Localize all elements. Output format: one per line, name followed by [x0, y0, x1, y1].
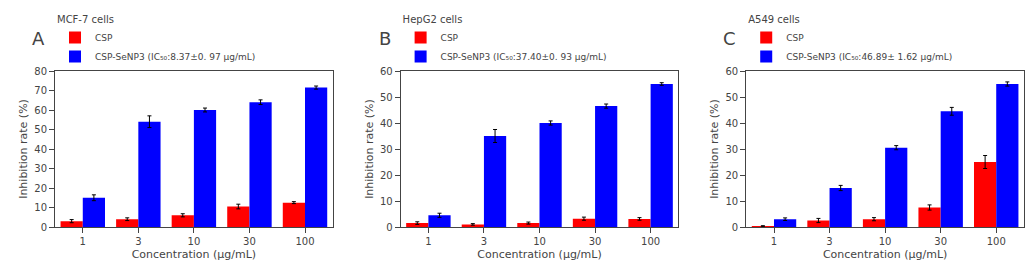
svg-text:CSP: CSP — [95, 33, 113, 43]
svg-text:10: 10 — [188, 236, 201, 247]
svg-text:20: 20 — [725, 170, 738, 181]
svg-text:A: A — [32, 28, 45, 49]
svg-text:60: 60 — [34, 105, 47, 116]
svg-text:40: 40 — [725, 118, 738, 129]
svg-text:30: 30 — [589, 236, 602, 247]
svg-text:0: 0 — [386, 222, 392, 233]
svg-text:3: 3 — [135, 236, 141, 247]
svg-text:0: 0 — [41, 222, 47, 233]
svg-text:60: 60 — [725, 66, 738, 77]
svg-text:20: 20 — [380, 170, 393, 181]
svg-text:30: 30 — [725, 144, 738, 155]
svg-text:A549 cells: A549 cells — [748, 14, 800, 25]
svg-text:CSP: CSP — [441, 33, 459, 43]
svg-text:Concentration (μg/mL): Concentration (μg/mL) — [823, 248, 947, 261]
svg-text:Inhibition rate (%): Inhibition rate (%) — [17, 99, 30, 199]
svg-text:40: 40 — [34, 144, 47, 155]
svg-text:C: C — [723, 28, 736, 49]
svg-text:B: B — [379, 28, 391, 49]
svg-text:10: 10 — [725, 196, 738, 207]
svg-text:CSP: CSP — [786, 33, 804, 43]
svg-text:30: 30 — [243, 236, 256, 247]
svg-text:0: 0 — [732, 222, 738, 233]
svg-text:10: 10 — [533, 236, 546, 247]
svg-text:50: 50 — [725, 92, 738, 103]
svg-text:CSP-SeNP3 (IC₅₀:46.89± 1.62 μg: CSP-SeNP3 (IC₅₀:46.89± 1.62 μg/mL) — [786, 52, 952, 62]
svg-text:3: 3 — [826, 236, 832, 247]
svg-text:100: 100 — [987, 236, 1006, 247]
svg-text:20: 20 — [34, 183, 47, 194]
svg-text:CSP-SeNP3 (IC₅₀:37.40±0. 93 μg: CSP-SeNP3 (IC₅₀:37.40±0. 93 μg/mL) — [441, 52, 607, 62]
svg-text:100: 100 — [295, 236, 314, 247]
svg-text:1: 1 — [771, 236, 777, 247]
svg-text:30: 30 — [934, 236, 947, 247]
svg-text:10: 10 — [34, 202, 47, 213]
svg-text:3: 3 — [481, 236, 487, 247]
svg-text:10: 10 — [380, 196, 393, 207]
svg-text:80: 80 — [34, 66, 47, 77]
svg-text:10: 10 — [879, 236, 892, 247]
svg-text:50: 50 — [380, 92, 393, 103]
svg-text:1: 1 — [80, 236, 86, 247]
svg-text:MCF-7 cells: MCF-7 cells — [57, 14, 114, 25]
svg-text:Inhibition rate (%): Inhibition rate (%) — [708, 99, 721, 199]
svg-text:1: 1 — [425, 236, 431, 247]
svg-text:70: 70 — [34, 85, 47, 96]
svg-text:50: 50 — [34, 124, 47, 135]
svg-text:30: 30 — [380, 144, 393, 155]
svg-text:100: 100 — [641, 236, 660, 247]
svg-text:HepG2 cells: HepG2 cells — [403, 14, 463, 25]
svg-text:40: 40 — [380, 118, 393, 129]
svg-text:60: 60 — [380, 66, 393, 77]
svg-text:Inhibition rate (%): Inhibition rate (%) — [363, 99, 376, 199]
svg-text:Concentration (μg/mL): Concentration (μg/mL) — [132, 248, 256, 261]
svg-text:Concentration (μg/mL): Concentration (μg/mL) — [477, 248, 601, 261]
svg-text:CSP-SeNP3 (IC₅₀:8.37±0. 97 μg/: CSP-SeNP3 (IC₅₀:8.37±0. 97 μg/mL) — [95, 52, 255, 62]
svg-text:30: 30 — [34, 163, 47, 174]
